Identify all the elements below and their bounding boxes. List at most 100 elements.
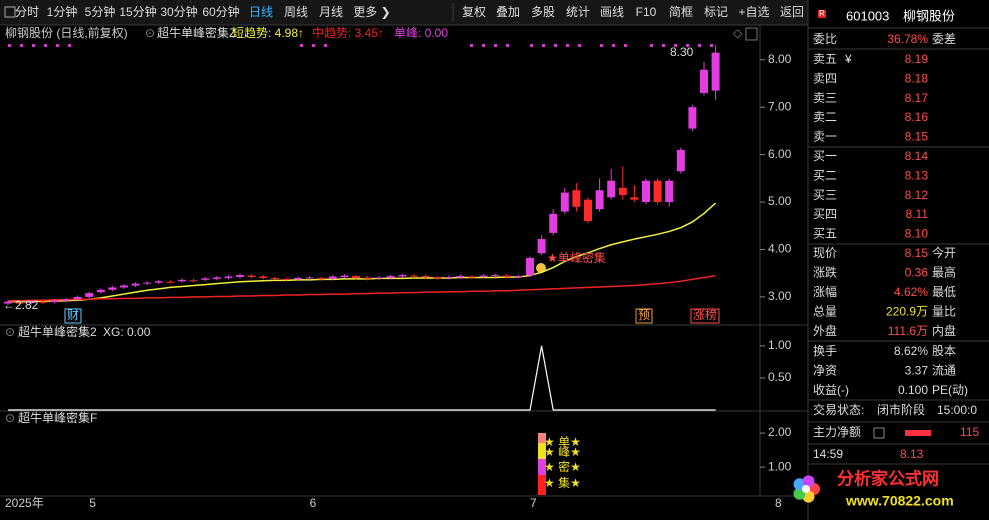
candle-body xyxy=(479,275,488,277)
stat-label: 股本 xyxy=(932,344,956,358)
stat-label: 量比 xyxy=(932,304,956,318)
main-net-label: 主力净额 xyxy=(813,425,861,439)
candle-body xyxy=(4,301,12,304)
signal-dot xyxy=(20,44,23,47)
toolbar-button[interactable]: 5分钟 xyxy=(85,4,116,19)
annotation-box xyxy=(635,308,653,324)
panel-title: 超牛单峰密集2 xyxy=(18,324,97,339)
stat-value: 3.37 xyxy=(905,364,929,378)
candle-body xyxy=(270,277,279,279)
order-label: 买三 xyxy=(813,188,837,202)
stat-label: 最低 xyxy=(932,285,956,299)
toolbar-button[interactable]: 返回 xyxy=(780,5,804,19)
order-label: 卖二 xyxy=(813,110,837,124)
toolbar-button[interactable]: 日线 xyxy=(249,5,273,19)
trend-line xyxy=(8,274,716,302)
annotation: 涨榜 xyxy=(693,307,717,322)
candle-body xyxy=(410,275,418,277)
toolbar-button[interactable]: 15分钟 xyxy=(119,4,156,19)
candle-body xyxy=(178,279,186,282)
candle-body xyxy=(62,299,70,301)
candle-body xyxy=(433,276,442,279)
candle-body xyxy=(700,69,708,93)
legend-entry: 中趋势: 3.45↑ xyxy=(312,25,384,40)
signal-dot xyxy=(32,44,35,47)
icon-collapse[interactable] xyxy=(745,27,758,41)
order-price: 8.12 xyxy=(905,188,929,202)
annotation-box xyxy=(64,308,82,324)
candle-body xyxy=(386,276,395,278)
toolbar-button[interactable]: 简框 xyxy=(669,5,693,19)
stat-value: 8.62% xyxy=(894,344,928,358)
toolbar-button[interactable]: 统计 xyxy=(566,5,590,19)
candle-body xyxy=(305,277,314,279)
annotation: ★单峰密集 xyxy=(547,250,606,265)
toolbar-button[interactable]: 叠加 xyxy=(496,5,520,19)
candle-body xyxy=(676,149,685,172)
candle-body xyxy=(143,282,152,284)
toolbar-button[interactable]: 60分钟 xyxy=(202,4,239,19)
tick-price: 8.13 xyxy=(900,447,924,461)
stat-label: 现价 xyxy=(813,246,837,260)
candle-body xyxy=(27,301,36,304)
toolbar-button[interactable]: 画线 xyxy=(600,5,624,19)
panel-toggle[interactable]: ⊙ xyxy=(145,26,155,40)
toolbar-button[interactable]: 1分钟 xyxy=(47,4,78,19)
signal-dot xyxy=(494,44,497,47)
signal-segment xyxy=(538,443,546,459)
candle-body xyxy=(514,276,523,278)
signal-dot xyxy=(710,44,713,47)
candle-body xyxy=(166,281,175,283)
candle-body xyxy=(688,107,697,129)
panel-toggle[interactable]: ⊙ xyxy=(5,411,15,425)
panel-toggle[interactable]: ⊙ xyxy=(5,325,15,339)
annotation: 财 xyxy=(67,308,79,322)
y-tick-label: 3.00 xyxy=(768,289,792,303)
y-tick-label: 0.50 xyxy=(768,370,792,384)
stat-value: 0.36 xyxy=(905,266,929,280)
order-label: 卖四 xyxy=(813,71,837,85)
order-label: 买五 xyxy=(813,226,837,240)
order-price: 8.10 xyxy=(905,226,929,240)
tick-time: 14:59 xyxy=(813,447,843,461)
stat-label: 总量 xyxy=(813,304,837,318)
quote-label: 委差 xyxy=(932,32,956,46)
stat-value: 0.100 xyxy=(898,383,928,397)
toolbar-button[interactable]: F10 xyxy=(636,5,657,19)
annotation: 8.30 xyxy=(670,45,694,59)
candle-body xyxy=(236,275,244,277)
toolbar-button[interactable]: 多股 xyxy=(531,5,555,19)
candle-body xyxy=(502,275,511,277)
toolbar-button[interactable]: 复权 xyxy=(462,5,486,19)
signal-label: ★ 密★ xyxy=(544,459,581,474)
toolbar-button[interactable]: 月线 xyxy=(319,5,343,19)
signal-segment xyxy=(538,475,546,495)
signal-dot xyxy=(674,44,677,47)
toolbar-button[interactable]: 更多 ❯ xyxy=(353,5,390,19)
order-price: 8.17 xyxy=(905,91,929,105)
candle-body xyxy=(108,287,117,290)
stat-label: 内盘 xyxy=(932,323,956,338)
candle-body xyxy=(38,301,47,303)
y-tick-label: 6.00 xyxy=(768,147,792,161)
signal-dot xyxy=(554,44,557,47)
stat-label: PE(动) xyxy=(932,383,968,397)
icon-diamond[interactable]: ◇ xyxy=(733,26,743,40)
y-tick-label: 8.00 xyxy=(768,52,792,66)
menu-icon[interactable] xyxy=(4,6,16,18)
candle-body xyxy=(73,296,82,300)
toolbar-button[interactable]: 30分钟 xyxy=(160,4,197,19)
toolbar-button[interactable]: 周线 xyxy=(284,5,308,19)
candle-body xyxy=(317,277,326,280)
toolbar-button[interactable]: +自选 xyxy=(738,5,769,19)
signal-dot xyxy=(698,44,701,47)
y-tick-label: 1.00 xyxy=(768,459,792,473)
toolbar xyxy=(0,0,808,25)
candle-body xyxy=(537,239,546,254)
signal-dot xyxy=(686,44,689,47)
status-time: 15:00:0 xyxy=(937,403,977,417)
toolbar-button[interactable]: 标记 xyxy=(704,5,728,19)
main-net-icon xyxy=(873,427,885,439)
signal-dot xyxy=(624,44,627,47)
toolbar-button[interactable]: 分时 xyxy=(15,5,39,19)
